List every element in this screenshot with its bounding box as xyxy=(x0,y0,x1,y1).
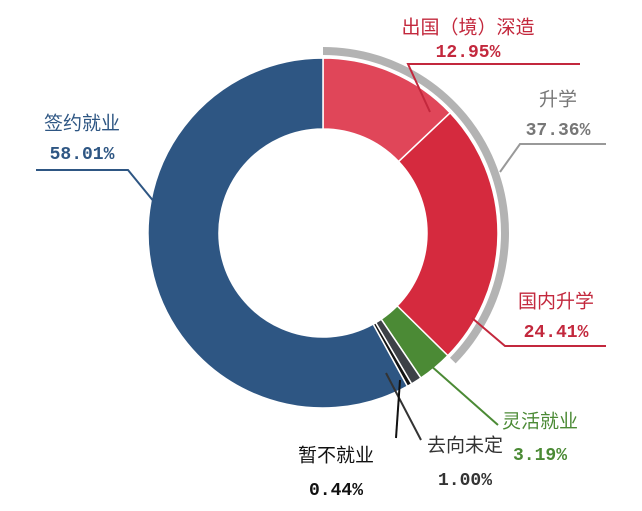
leader-line xyxy=(406,63,580,113)
leader-line xyxy=(429,364,499,426)
leader-line xyxy=(395,379,401,439)
category-label: 灵活就业 xyxy=(502,411,578,433)
category-label: 国内升学 xyxy=(518,291,594,313)
value-label: 12.95% xyxy=(436,43,501,63)
category-label: 签约就业 xyxy=(44,113,120,135)
leader-line xyxy=(471,317,606,347)
donut-segment xyxy=(147,57,409,409)
value-label: 24.41% xyxy=(524,323,589,343)
group-value-label: 37.36% xyxy=(526,121,591,141)
donut-segment xyxy=(396,111,499,357)
value-label: 58.01% xyxy=(50,145,115,165)
value-label: 3.19% xyxy=(513,446,567,466)
leader-line xyxy=(385,372,422,441)
value-label: 1.00% xyxy=(438,471,492,491)
category-label: 暂不就业 xyxy=(298,445,374,467)
leader-line xyxy=(36,169,156,204)
category-label: 出国（境）深造 xyxy=(401,17,534,39)
leader-line xyxy=(499,143,606,173)
value-label: 0.44% xyxy=(309,481,363,501)
group-label: 升学 xyxy=(539,89,577,111)
category-label: 去向未定 xyxy=(427,435,503,457)
